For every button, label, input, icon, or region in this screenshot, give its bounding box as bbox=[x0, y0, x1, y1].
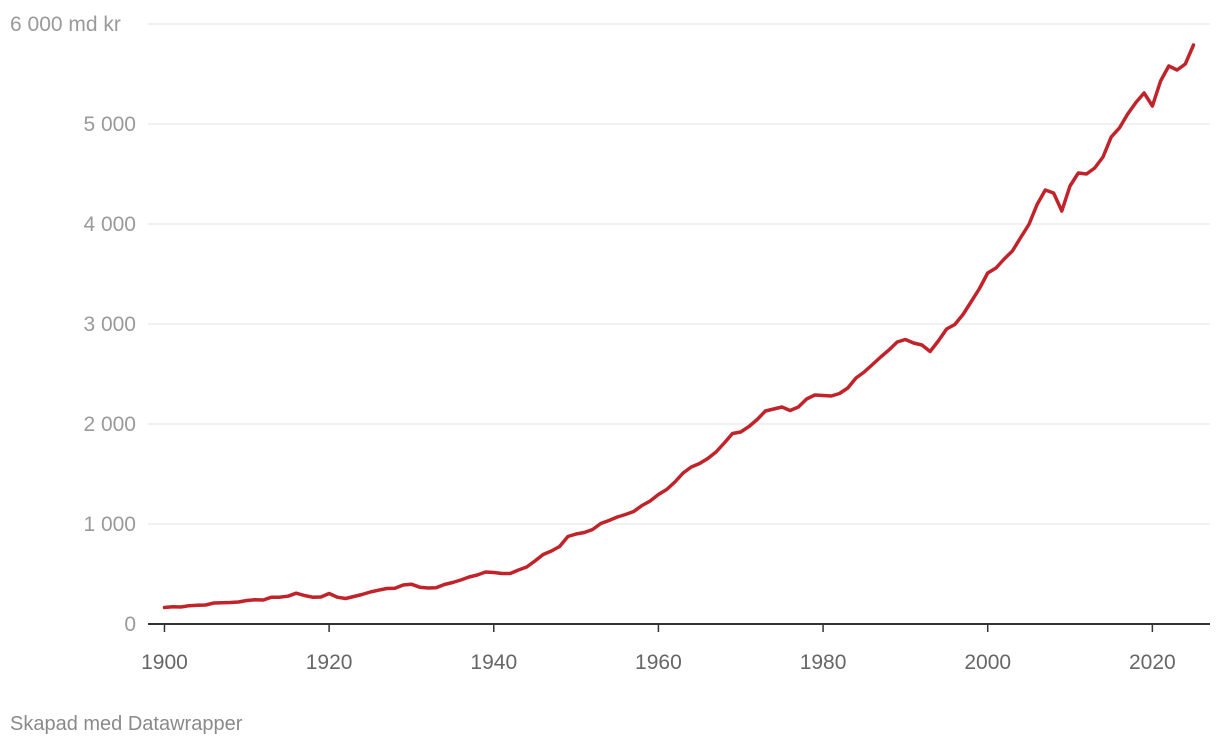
y-tick-label: 6 000 md kr bbox=[10, 13, 121, 36]
y-tick-label: 4 000 bbox=[83, 213, 136, 236]
x-tick-label: 2020 bbox=[1129, 651, 1176, 674]
x-tick-label: 1980 bbox=[800, 651, 847, 674]
y-axis-ticks: 6 000 md kr 5 000 4 000 3 000 2 000 1 000 0 bbox=[10, 13, 136, 636]
series-layer bbox=[162, 43, 1196, 610]
y-tick-label: 0 bbox=[124, 613, 136, 636]
gridlines bbox=[148, 23, 1210, 525]
y-tick-label: 1 000 bbox=[83, 513, 136, 536]
x-tick-label: 1940 bbox=[470, 651, 517, 674]
x-tick-label: 1960 bbox=[635, 651, 682, 674]
x-axis-ticks: 1900 1920 1940 1960 1980 2000 2020 bbox=[141, 624, 1176, 674]
y-tick-label: 2 000 bbox=[83, 413, 136, 436]
x-tick-label: 1900 bbox=[141, 651, 188, 674]
credit-text: Skapad med Datawrapper bbox=[10, 713, 243, 735]
line-chart: 6 000 md kr 5 000 4 000 3 000 2 000 1 000 0 19… bbox=[10, 13, 1210, 674]
x-tick-label: 2000 bbox=[964, 651, 1011, 674]
y-tick-label: 5 000 bbox=[83, 113, 136, 136]
series-line bbox=[162, 43, 1196, 610]
y-tick-label: 3 000 bbox=[83, 313, 136, 336]
x-tick-label: 1920 bbox=[306, 651, 353, 674]
